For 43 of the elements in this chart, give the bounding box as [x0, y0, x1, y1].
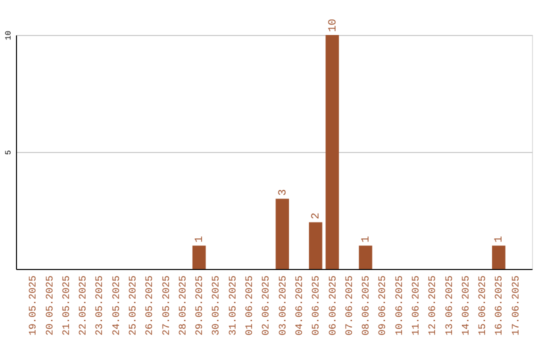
x-tick-label: 26.05.2025: [145, 276, 156, 336]
x-tick-label: 12.06.2025: [428, 276, 440, 336]
x-tick-label: 17.06.2025: [511, 276, 522, 336]
x-tick-label: 22.05.2025: [78, 276, 90, 336]
x-tick-label: 23.05.2025: [95, 276, 106, 336]
x-tick-label: 08.06.2025: [362, 276, 373, 336]
data-label: 1: [360, 236, 373, 243]
x-tick-label: 07.06.2025: [344, 276, 356, 336]
bar: [358, 246, 372, 269]
x-tick-label: 28.05.2025: [178, 276, 190, 336]
x-tick-label: 14.06.2025: [461, 276, 472, 336]
data-label: 1: [194, 236, 206, 243]
x-tick-label: 15.06.2025: [478, 276, 490, 336]
x-tick-label: 16.06.2025: [494, 276, 506, 336]
y-tick-label: 5: [4, 150, 14, 155]
x-tick-label: 21.05.2025: [62, 276, 73, 336]
x-tick-label: 03.06.2025: [278, 276, 290, 336]
x-tick-label: 10.06.2025: [394, 276, 406, 336]
x-tick-label: 09.06.2025: [378, 276, 390, 336]
x-tick-label: 25.05.2025: [128, 276, 140, 336]
x-tick-label: 13.06.2025: [444, 276, 456, 336]
x-tick-label: 31.05.2025: [228, 276, 240, 336]
x-tick-label: 20.05.2025: [45, 276, 56, 336]
x-tick-label: 19.05.2025: [28, 276, 40, 336]
bar: [326, 35, 339, 269]
x-tick-label: 30.05.2025: [212, 276, 223, 336]
x-tick-label: 29.05.2025: [195, 276, 206, 336]
data-label: 3: [277, 189, 290, 196]
data-label: 2: [310, 212, 323, 220]
x-tick-label: 06.06.2025: [328, 276, 340, 336]
x-tick-label: 02.06.2025: [262, 276, 273, 336]
data-label: 1: [494, 236, 506, 243]
x-tick-label: 01.06.2025: [245, 276, 256, 336]
bar: [308, 222, 322, 269]
bar: [276, 198, 289, 269]
bar: [492, 246, 506, 269]
data-label: 10: [327, 18, 340, 32]
x-tick-label: 24.05.2025: [112, 276, 123, 336]
x-tick-label: 27.05.2025: [162, 276, 173, 336]
x-tick-label: 05.06.2025: [312, 276, 323, 336]
x-tick-label: 11.06.2025: [411, 276, 422, 336]
x-tick-label: 04.06.2025: [294, 276, 306, 336]
bar: [192, 246, 206, 269]
